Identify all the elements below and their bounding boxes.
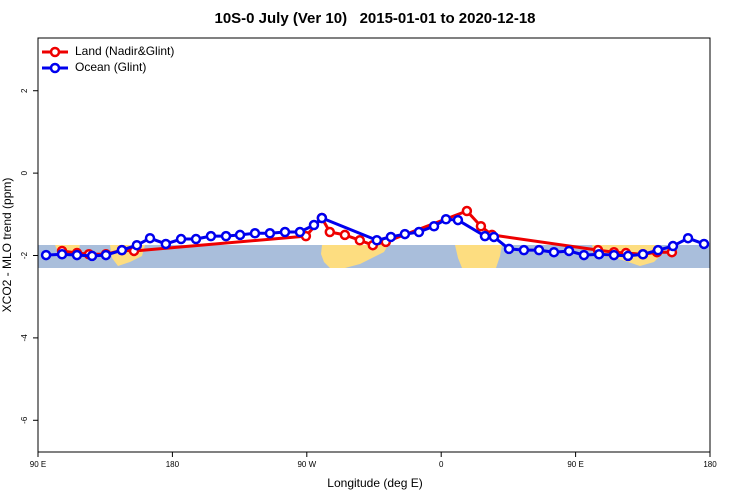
series-point <box>131 239 143 251</box>
series-point <box>608 249 620 261</box>
y-tick-label: 2 <box>20 88 29 93</box>
y-axis-label: XCO2 - MLO trend (ppm) <box>0 178 14 313</box>
y-tick-label: -6 <box>20 416 29 424</box>
x-tick-label: 90 E <box>567 460 583 469</box>
series-point <box>160 238 172 250</box>
series-point <box>479 230 491 242</box>
series-point <box>175 233 187 245</box>
series-point <box>533 244 545 256</box>
y-tick-label: 0 <box>20 170 29 175</box>
series-point <box>144 232 156 244</box>
series-point <box>279 226 291 238</box>
series-point <box>40 249 52 261</box>
series-point <box>698 238 710 250</box>
legend-label: Land (Nadir&Glint) <box>75 44 174 58</box>
x-tick-label: 90 E <box>30 460 46 469</box>
series-point <box>354 235 366 246</box>
series-point <box>100 249 112 261</box>
series-point <box>234 229 246 241</box>
series-point <box>316 212 328 224</box>
series-point <box>682 232 694 244</box>
series-point <box>324 226 336 238</box>
series-point <box>563 245 575 257</box>
series-point <box>622 250 634 262</box>
series-point <box>71 249 83 261</box>
series-point <box>518 244 530 256</box>
series-point <box>578 249 590 261</box>
series-point <box>205 230 217 242</box>
series-point <box>86 250 98 262</box>
series-point <box>413 226 425 238</box>
series-point <box>440 214 452 225</box>
series-point <box>637 249 649 260</box>
series-point <box>56 249 68 260</box>
x-tick-label: 90 W <box>297 460 316 469</box>
series-point <box>264 228 276 239</box>
series-point <box>548 246 560 258</box>
y-tick-label: -2 <box>20 251 29 259</box>
chart-title: 10S-0 July (Ver 10) 2015-01-01 to 2020-1… <box>214 10 535 27</box>
legend-marker <box>49 62 61 74</box>
series-point <box>116 244 128 256</box>
series-point <box>339 229 351 241</box>
series-point <box>667 240 679 252</box>
series-point <box>475 221 487 232</box>
series-point <box>399 228 411 240</box>
x-tick-label: 180 <box>703 460 717 469</box>
series-point <box>294 226 306 238</box>
x-axis-label: Longitude (deg E) <box>327 476 422 490</box>
series-point <box>488 231 500 243</box>
series-point <box>593 249 605 260</box>
series-point <box>385 231 397 243</box>
plot-frame <box>37 37 711 453</box>
series-point <box>452 214 464 226</box>
series-point <box>190 233 202 245</box>
legend-label: Ocean (Glint) <box>75 60 146 74</box>
series-point <box>428 221 440 232</box>
series-point <box>371 235 383 246</box>
series-point <box>308 219 320 231</box>
legend-marker <box>49 46 61 58</box>
land <box>321 245 388 268</box>
series-point <box>220 230 232 242</box>
y-tick-label: -4 <box>20 334 29 342</box>
x-tick-label: 180 <box>166 460 180 469</box>
series-point <box>461 205 473 217</box>
x-tick-label: 0 <box>439 460 444 469</box>
series-point <box>652 244 664 256</box>
series-point <box>503 243 515 255</box>
series-point <box>249 228 261 239</box>
land <box>455 245 502 268</box>
